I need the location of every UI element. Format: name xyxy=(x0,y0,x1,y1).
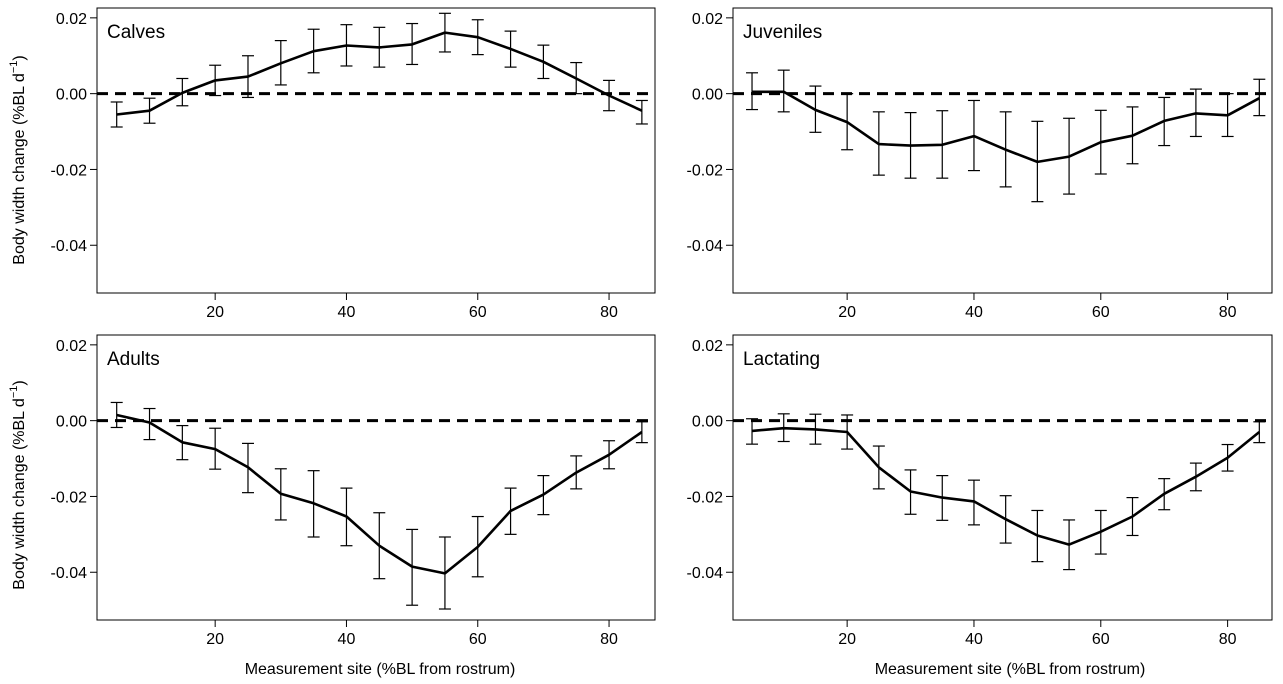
panels: 0.02 0.00 -0.02 -0.04 20 40 60 80 Calves 0.02 0.00… xyxy=(51,7,1273,648)
y-tick-label: -0.04 xyxy=(51,238,88,255)
series-line xyxy=(116,31,643,116)
panel-title: Adults xyxy=(107,349,160,370)
x-tick-label: 20 xyxy=(838,631,856,648)
y-tick-label: -0.02 xyxy=(51,489,88,506)
x-tick-label: 20 xyxy=(206,631,224,648)
x-tick-label: 60 xyxy=(469,304,487,321)
y-tick-label: -0.04 xyxy=(51,565,88,582)
y-tick-label: -0.02 xyxy=(687,162,724,179)
panel-juveniles: 0.02 0.00 -0.02 -0.04 20 40 60 80 Juveniles xyxy=(687,7,1273,321)
y-tick-label: 0.00 xyxy=(692,414,723,431)
y-tick-label: -0.04 xyxy=(687,238,724,255)
y-tick-label: 0.02 xyxy=(56,11,87,28)
x-tick-label: 80 xyxy=(600,304,618,321)
x-tick-label: 60 xyxy=(469,631,487,648)
y-axis-title-top: Body width change (%BL d−1) xyxy=(8,55,28,264)
y-tick-label: -0.04 xyxy=(687,565,724,582)
y-tick-label: 0.02 xyxy=(692,338,723,355)
plot-frame xyxy=(96,7,656,294)
series-line xyxy=(116,413,643,575)
y-tick-label: 0.02 xyxy=(56,338,87,355)
y-tick-label: 0.02 xyxy=(692,11,723,28)
x-axis-title-right: Measurement site (%BL from rostrum) xyxy=(875,661,1146,678)
plot-frame xyxy=(96,334,656,621)
x-tick-label: 60 xyxy=(1092,631,1110,648)
y-tick-label: 0.00 xyxy=(692,87,723,104)
series-line xyxy=(752,90,1260,164)
x-tick-label: 60 xyxy=(1092,304,1110,321)
series-line xyxy=(751,426,1261,546)
panel-title: Juveniles xyxy=(743,22,822,43)
y-axis-title-bottom: Body width change (%BL d−1) xyxy=(8,380,28,589)
x-axis-title-left: Measurement site (%BL from rostrum) xyxy=(245,661,516,678)
y-tick-label: -0.02 xyxy=(687,489,724,506)
x-tick-label: 80 xyxy=(600,631,618,648)
plot-frame xyxy=(732,334,1273,621)
x-tick-label: 40 xyxy=(965,631,983,648)
y-tick-label: 0.00 xyxy=(56,414,87,431)
y-tick-label: 0.00 xyxy=(56,87,87,104)
y-tick-label: -0.02 xyxy=(51,162,88,179)
panel-title: Lactating xyxy=(743,349,820,370)
x-tick-label: 20 xyxy=(206,304,224,321)
x-tick-label: 80 xyxy=(1219,304,1237,321)
x-tick-label: 40 xyxy=(338,304,356,321)
x-tick-label: 80 xyxy=(1219,631,1237,648)
x-tick-label: 40 xyxy=(338,631,356,648)
x-tick-label: 20 xyxy=(838,304,856,321)
plot-frame xyxy=(732,7,1273,294)
panel-title: Calves xyxy=(107,22,165,43)
x-tick-label: 40 xyxy=(965,304,983,321)
panel-lactating: 0.02 0.00 -0.02 -0.04 20 40 60 80 Lactating xyxy=(687,334,1273,648)
panel-adults: 0.02 0.00 -0.02 -0.04 20 40 60 80 Adults xyxy=(51,334,656,648)
panel-calves: 0.02 0.00 -0.02 -0.04 20 40 60 80 Calves xyxy=(51,7,656,321)
